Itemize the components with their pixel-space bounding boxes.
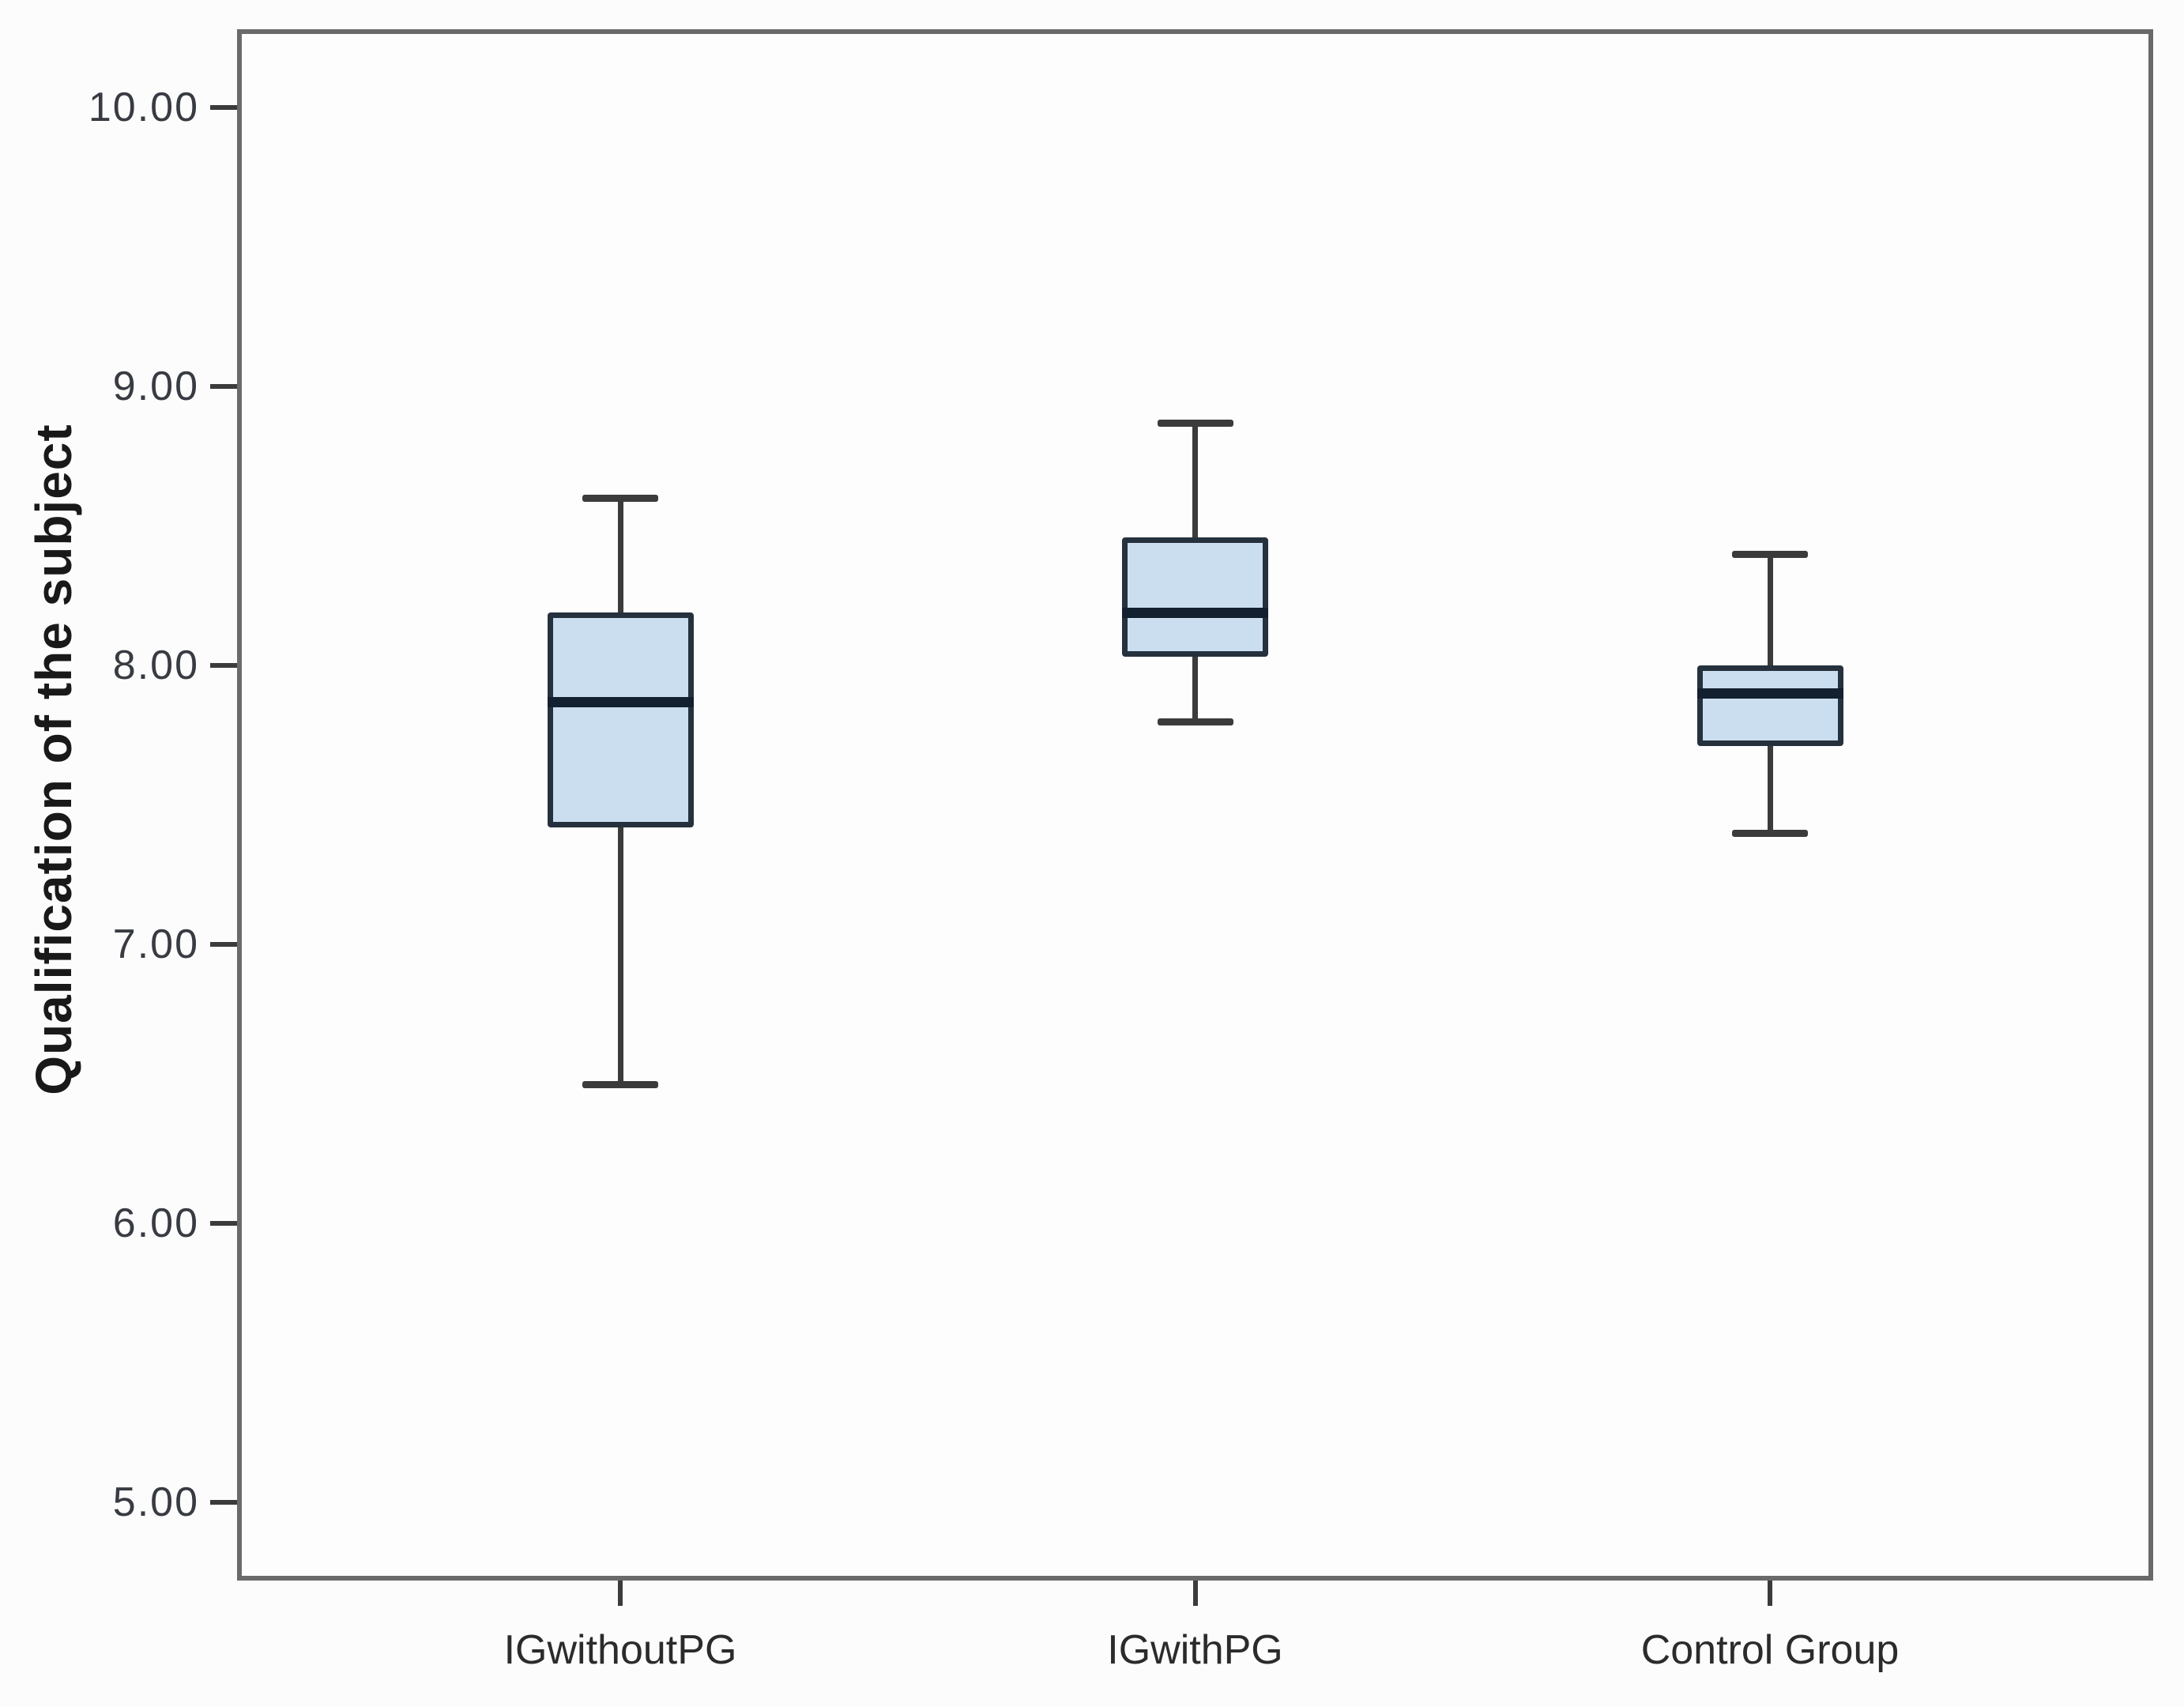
y-axis-tick-label: 9.00 <box>112 363 199 409</box>
box-iqr <box>1122 537 1268 658</box>
x-axis-tick <box>1192 1581 1198 1606</box>
y-axis-tick <box>210 383 237 389</box>
median-line <box>1696 688 1843 699</box>
plot-area <box>237 29 2153 1581</box>
y-axis-tick-label: 5.00 <box>112 1479 199 1526</box>
whisker-cap-bottom <box>1157 718 1233 725</box>
y-axis-tick-label: 10.00 <box>88 84 199 130</box>
box-iqr <box>1696 665 1843 747</box>
whisker-cap-bottom <box>1732 829 1808 837</box>
y-axis-tick <box>210 1221 237 1227</box>
y-axis-tick-label: 6.00 <box>112 1200 199 1247</box>
y-axis-tick <box>210 942 237 948</box>
whisker-cap-top <box>582 495 658 503</box>
y-axis-tick-label: 7.00 <box>112 921 199 968</box>
median-line <box>1122 607 1268 618</box>
y-axis-tick <box>210 662 237 668</box>
x-axis-category-label: IGwithPG <box>1107 1627 1283 1673</box>
whisker-cap-bottom <box>582 1080 658 1088</box>
whisker-cap-top <box>1157 419 1233 427</box>
x-axis-tick <box>618 1581 623 1606</box>
median-line <box>547 696 694 707</box>
whisker-cap-top <box>1732 550 1808 558</box>
x-axis-category-label: Control Group <box>1640 1627 1900 1673</box>
box-iqr <box>547 612 694 827</box>
y-axis-title: Qualification of the subject <box>25 423 82 1095</box>
x-axis-category-label: IGwithoutPG <box>503 1627 737 1673</box>
y-axis-tick <box>210 1500 237 1505</box>
x-axis-tick <box>1768 1581 1772 1606</box>
y-axis-tick <box>210 104 237 110</box>
y-axis-tick-label: 8.00 <box>112 642 199 688</box>
